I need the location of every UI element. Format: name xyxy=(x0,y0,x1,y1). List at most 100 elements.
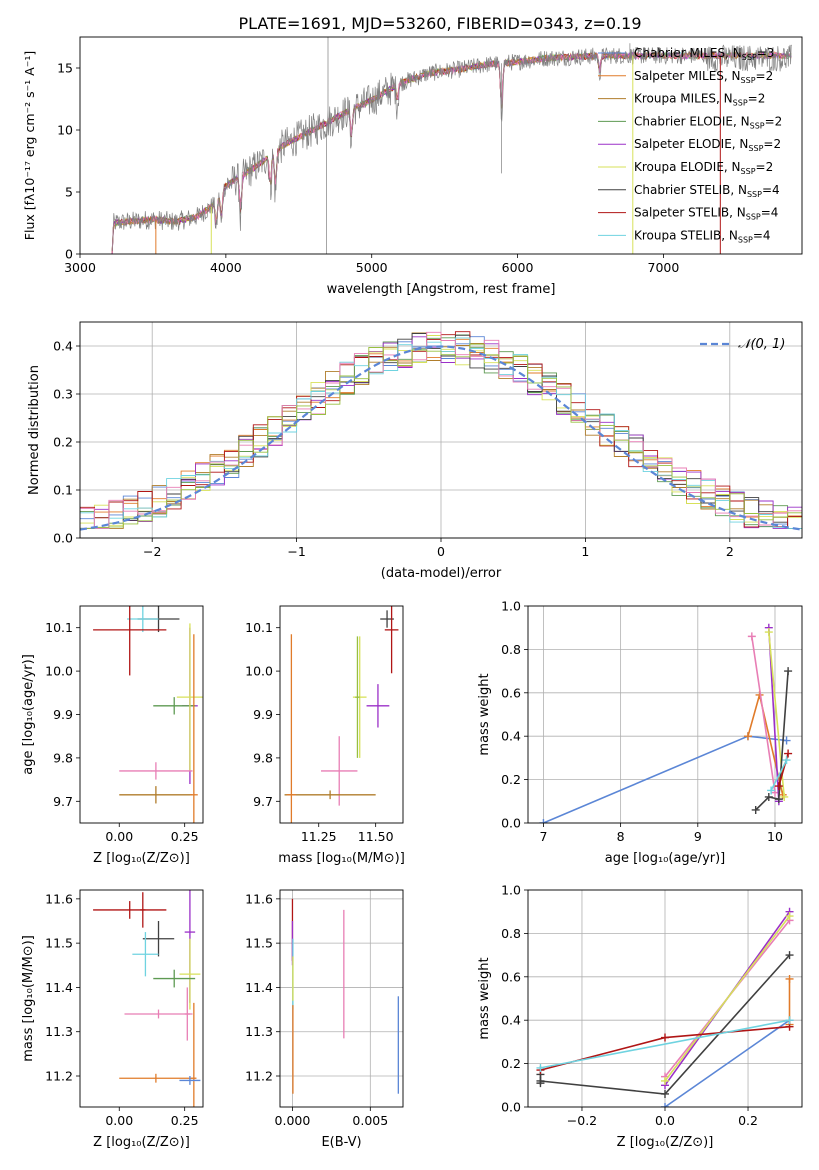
weight_vs_Z-marker-5-2 xyxy=(785,951,794,960)
spectrum-frame xyxy=(79,36,803,255)
age_vs_mass-point-2 xyxy=(366,684,390,728)
weight_vs_Z-ytick-label-3: 0.6 xyxy=(501,969,521,984)
age_vs_mass-xlabel: mass [log₁₀(M/M⊙)] xyxy=(278,851,405,866)
age_vs_Z-point-2 xyxy=(93,606,167,676)
weight_vs_Z-marker-8-0 xyxy=(536,1063,545,1072)
mass_vs_ebv-ytick-label-0: 11.2 xyxy=(245,1069,273,1084)
age_vs_mass-ytick-label-2: 9.9 xyxy=(253,707,273,722)
weight_vs_Z-marker-4-1 xyxy=(785,912,794,921)
mass_vs_Z-point-6 xyxy=(153,969,196,988)
weight_vs_Z-marker-0-0 xyxy=(661,1103,669,1107)
mass_vs_ebv-ytick-label-4: 11.6 xyxy=(245,891,273,906)
weight_vs_age-series-2 xyxy=(751,636,776,793)
weight_vs_age-ytick-label-0: 0.0 xyxy=(501,816,521,831)
spectrum-plot-area xyxy=(111,37,792,254)
mass_vs_Z-ytick-label-4: 11.6 xyxy=(45,891,73,906)
age_vs_mass-panel: 11.25 11.50 9.7 9.8 9.9 10.0 10.1 mass [log₁₀(M… xyxy=(245,605,405,866)
weight_vs_age-ytick-label-4: 0.8 xyxy=(501,642,521,657)
spectrum-observed-line xyxy=(111,37,792,254)
weight_vs_age-grid xyxy=(528,605,802,824)
weight_vs_age-series-5 xyxy=(755,671,789,811)
mass_vs_Z-xlabel: Z [log₁₀(Z/Z⊙)] xyxy=(93,1135,190,1150)
mass_vs_ebv-grid xyxy=(280,890,403,1107)
weight_vs_Z-series-8 xyxy=(540,1019,790,1069)
age_vs_Z-point-8 xyxy=(189,634,198,823)
spectrum-xtick-label-0: 3000 xyxy=(64,260,96,275)
mass_vs_Z-xtick-label-0: 0.00 xyxy=(105,1113,133,1128)
weight_vs_Z-marker-7-1 xyxy=(661,1033,669,1042)
weight_vs_Z-series-4 xyxy=(664,915,791,1082)
residual-histogram-10 xyxy=(80,343,802,529)
weight_vs_Z-ytick-label-1: 0.2 xyxy=(501,1056,521,1071)
weight_vs_age-ytick-label-5: 1.0 xyxy=(501,599,521,614)
age_vs_Z-ytick-label-2: 9.9 xyxy=(53,707,73,722)
spectrum-ylabel: Flux [fλ10⁻¹⁷ erg cm⁻² s⁻¹ A⁻¹] xyxy=(22,51,37,240)
legend-entry-7: Salpeter STELIB, NSSP=4 xyxy=(634,206,778,222)
weight_vs_Z-series-0 xyxy=(664,1019,790,1107)
age_vs_Z-panel: 0.00 0.25 9.7 9.8 9.9 10.0 10.1 Z [log₁₀(Z/Z⊙)]… xyxy=(21,605,204,866)
weight_vs_age-xtick-label-2: 9 xyxy=(694,829,702,844)
weight_vs_Z-frame xyxy=(527,889,803,1108)
spectrum-ytick-label-3: 15 xyxy=(57,61,73,76)
weight_vs_age-panel: 7 8 9 10 0.0 0.2 0.4 0.6 0.8 1.0 age [log₁₀(age/yr… xyxy=(477,599,803,866)
age_vs_Z-ylabel: age [log₁₀(age/yr)] xyxy=(21,654,36,775)
spectrum-model-7 xyxy=(111,51,792,254)
spectrum-xlabel: wavelength [Angstrom, rest frame] xyxy=(327,282,556,297)
mass_vs_ebv-ytick-label-3: 11.5 xyxy=(245,936,273,951)
mass_vs_Z-point-1 xyxy=(140,892,146,928)
weight_vs_age-marker-5-0 xyxy=(751,805,760,814)
mass_vs_Z-point-4 xyxy=(132,932,159,977)
age_vs_mass-point-5 xyxy=(321,736,358,806)
weight_vs_Z-ytick-label-0: 0.0 xyxy=(501,1100,521,1115)
mass_vs_ebv-plot-area xyxy=(291,898,399,1094)
spectrum-ytick-label-1: 5 xyxy=(65,185,73,200)
age_vs_mass-frame xyxy=(279,605,404,824)
weight_vs_Z-plot-area xyxy=(536,907,794,1107)
mass_vs_Z-ytick-label-0: 11.2 xyxy=(45,1069,73,1084)
residuals-ytick-label-4: 0.4 xyxy=(53,339,73,354)
weight_vs_age-ytick-label-1: 0.2 xyxy=(501,772,521,787)
residuals-plot-area xyxy=(80,331,802,531)
weight_vs_Z-marker-4-0 xyxy=(661,1076,669,1085)
mass_vs_Z-point-9 xyxy=(119,1073,193,1083)
age_vs_Z-ytick-label-3: 10.0 xyxy=(45,664,73,679)
mass_vs_Z-point-5 xyxy=(179,938,201,1010)
age_vs_Z-point-1 xyxy=(127,606,159,633)
weight_vs_Z-marker-6-0 xyxy=(536,1079,545,1088)
weight_vs_age-marker-0-2 xyxy=(782,736,791,745)
weight_vs_Z-xlabel: Z [log₁₀(Z/Z⊙)] xyxy=(617,1135,714,1150)
age_vs_mass-point-6 xyxy=(284,790,376,800)
legend-entry-6: Chabrier STELIB, NSSP=4 xyxy=(634,183,780,199)
weight_vs_age-marker-6-0 xyxy=(774,782,783,791)
weight_vs_age-ytick-label-2: 0.4 xyxy=(501,729,521,744)
age_vs_Z-point-5 xyxy=(176,623,203,771)
mass_vs_ebv-xlabel: E(B-V) xyxy=(321,1135,361,1150)
weight_vs_Z-xtick-label-1: 0.0 xyxy=(655,1113,675,1128)
age_vs_Z-xlabel: Z [log₁₀(Z/Z⊙)] xyxy=(93,851,190,866)
weight_vs_age-ytick-label-3: 0.6 xyxy=(501,685,521,700)
weight_vs_age-marker-4-0 xyxy=(764,628,773,637)
weight_vs_age-xtick-label-1: 8 xyxy=(617,829,625,844)
residuals-panel: −2 −1 0 1 2 0.0 0.1 0.2 0.3 0.4 (data-model)/error… xyxy=(27,321,803,581)
weight_vs_Z-xtick-label-2: 0.2 xyxy=(738,1113,758,1128)
spectrum-legend: Chabrier MILES, NSSP=3 Salpeter MILES, NS… xyxy=(598,46,782,244)
spectrum-panel: 3000 4000 5000 6000 7000 0 5 10 15 wavelength [An… xyxy=(22,36,803,297)
gaussian-curve xyxy=(80,345,802,531)
residuals-xtick-label-0: −2 xyxy=(143,544,161,559)
spectrum-xtick-label-2: 5000 xyxy=(356,260,388,275)
legend-entry-3: Chabrier ELODIE, NSSP=2 xyxy=(634,114,782,130)
legend-entry-5: Kroupa ELODIE, NSSP=2 xyxy=(634,160,773,176)
residuals-ytick-label-0: 0.0 xyxy=(53,531,73,546)
weight_vs_age-frame xyxy=(527,605,803,824)
mass_vs_Z-plot-area xyxy=(93,890,201,1107)
weight_vs_age-ylabel: mass weight xyxy=(477,673,492,755)
weight_vs_age-marker-1-0 xyxy=(743,732,752,741)
age_vs_Z-xtick-label-1: 0.25 xyxy=(171,829,199,844)
mass_vs_ebv-frame xyxy=(279,889,404,1108)
residuals-xtick-label-4: 2 xyxy=(726,544,734,559)
mass_vs_Z-ytick-label-1: 11.3 xyxy=(45,1024,73,1039)
weight_vs_Z-marker-8-1 xyxy=(785,1016,794,1025)
weight_vs_age-marker-5-2 xyxy=(774,795,783,804)
residual-histogram-9 xyxy=(80,331,802,529)
